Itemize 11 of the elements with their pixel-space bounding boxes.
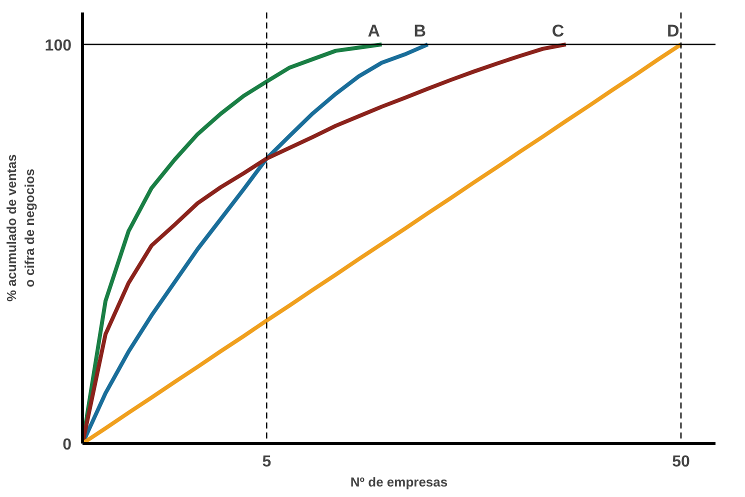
y-axis-title: % acumulado de ventas o cifra de negocios bbox=[4, 154, 37, 302]
series-label: C bbox=[552, 21, 564, 40]
series-label: B bbox=[414, 21, 426, 40]
x-tick-label: 50 bbox=[672, 454, 690, 470]
y-tick-label: 0 bbox=[62, 436, 72, 454]
x-axis-title: Nº de empresas bbox=[350, 474, 448, 490]
x-tick-label: 5 bbox=[262, 454, 272, 470]
series-label: A bbox=[368, 21, 380, 40]
y-tick-label: 100 bbox=[44, 37, 72, 54]
line-series bbox=[82, 42, 683, 444]
series-label: D bbox=[666, 21, 680, 40]
